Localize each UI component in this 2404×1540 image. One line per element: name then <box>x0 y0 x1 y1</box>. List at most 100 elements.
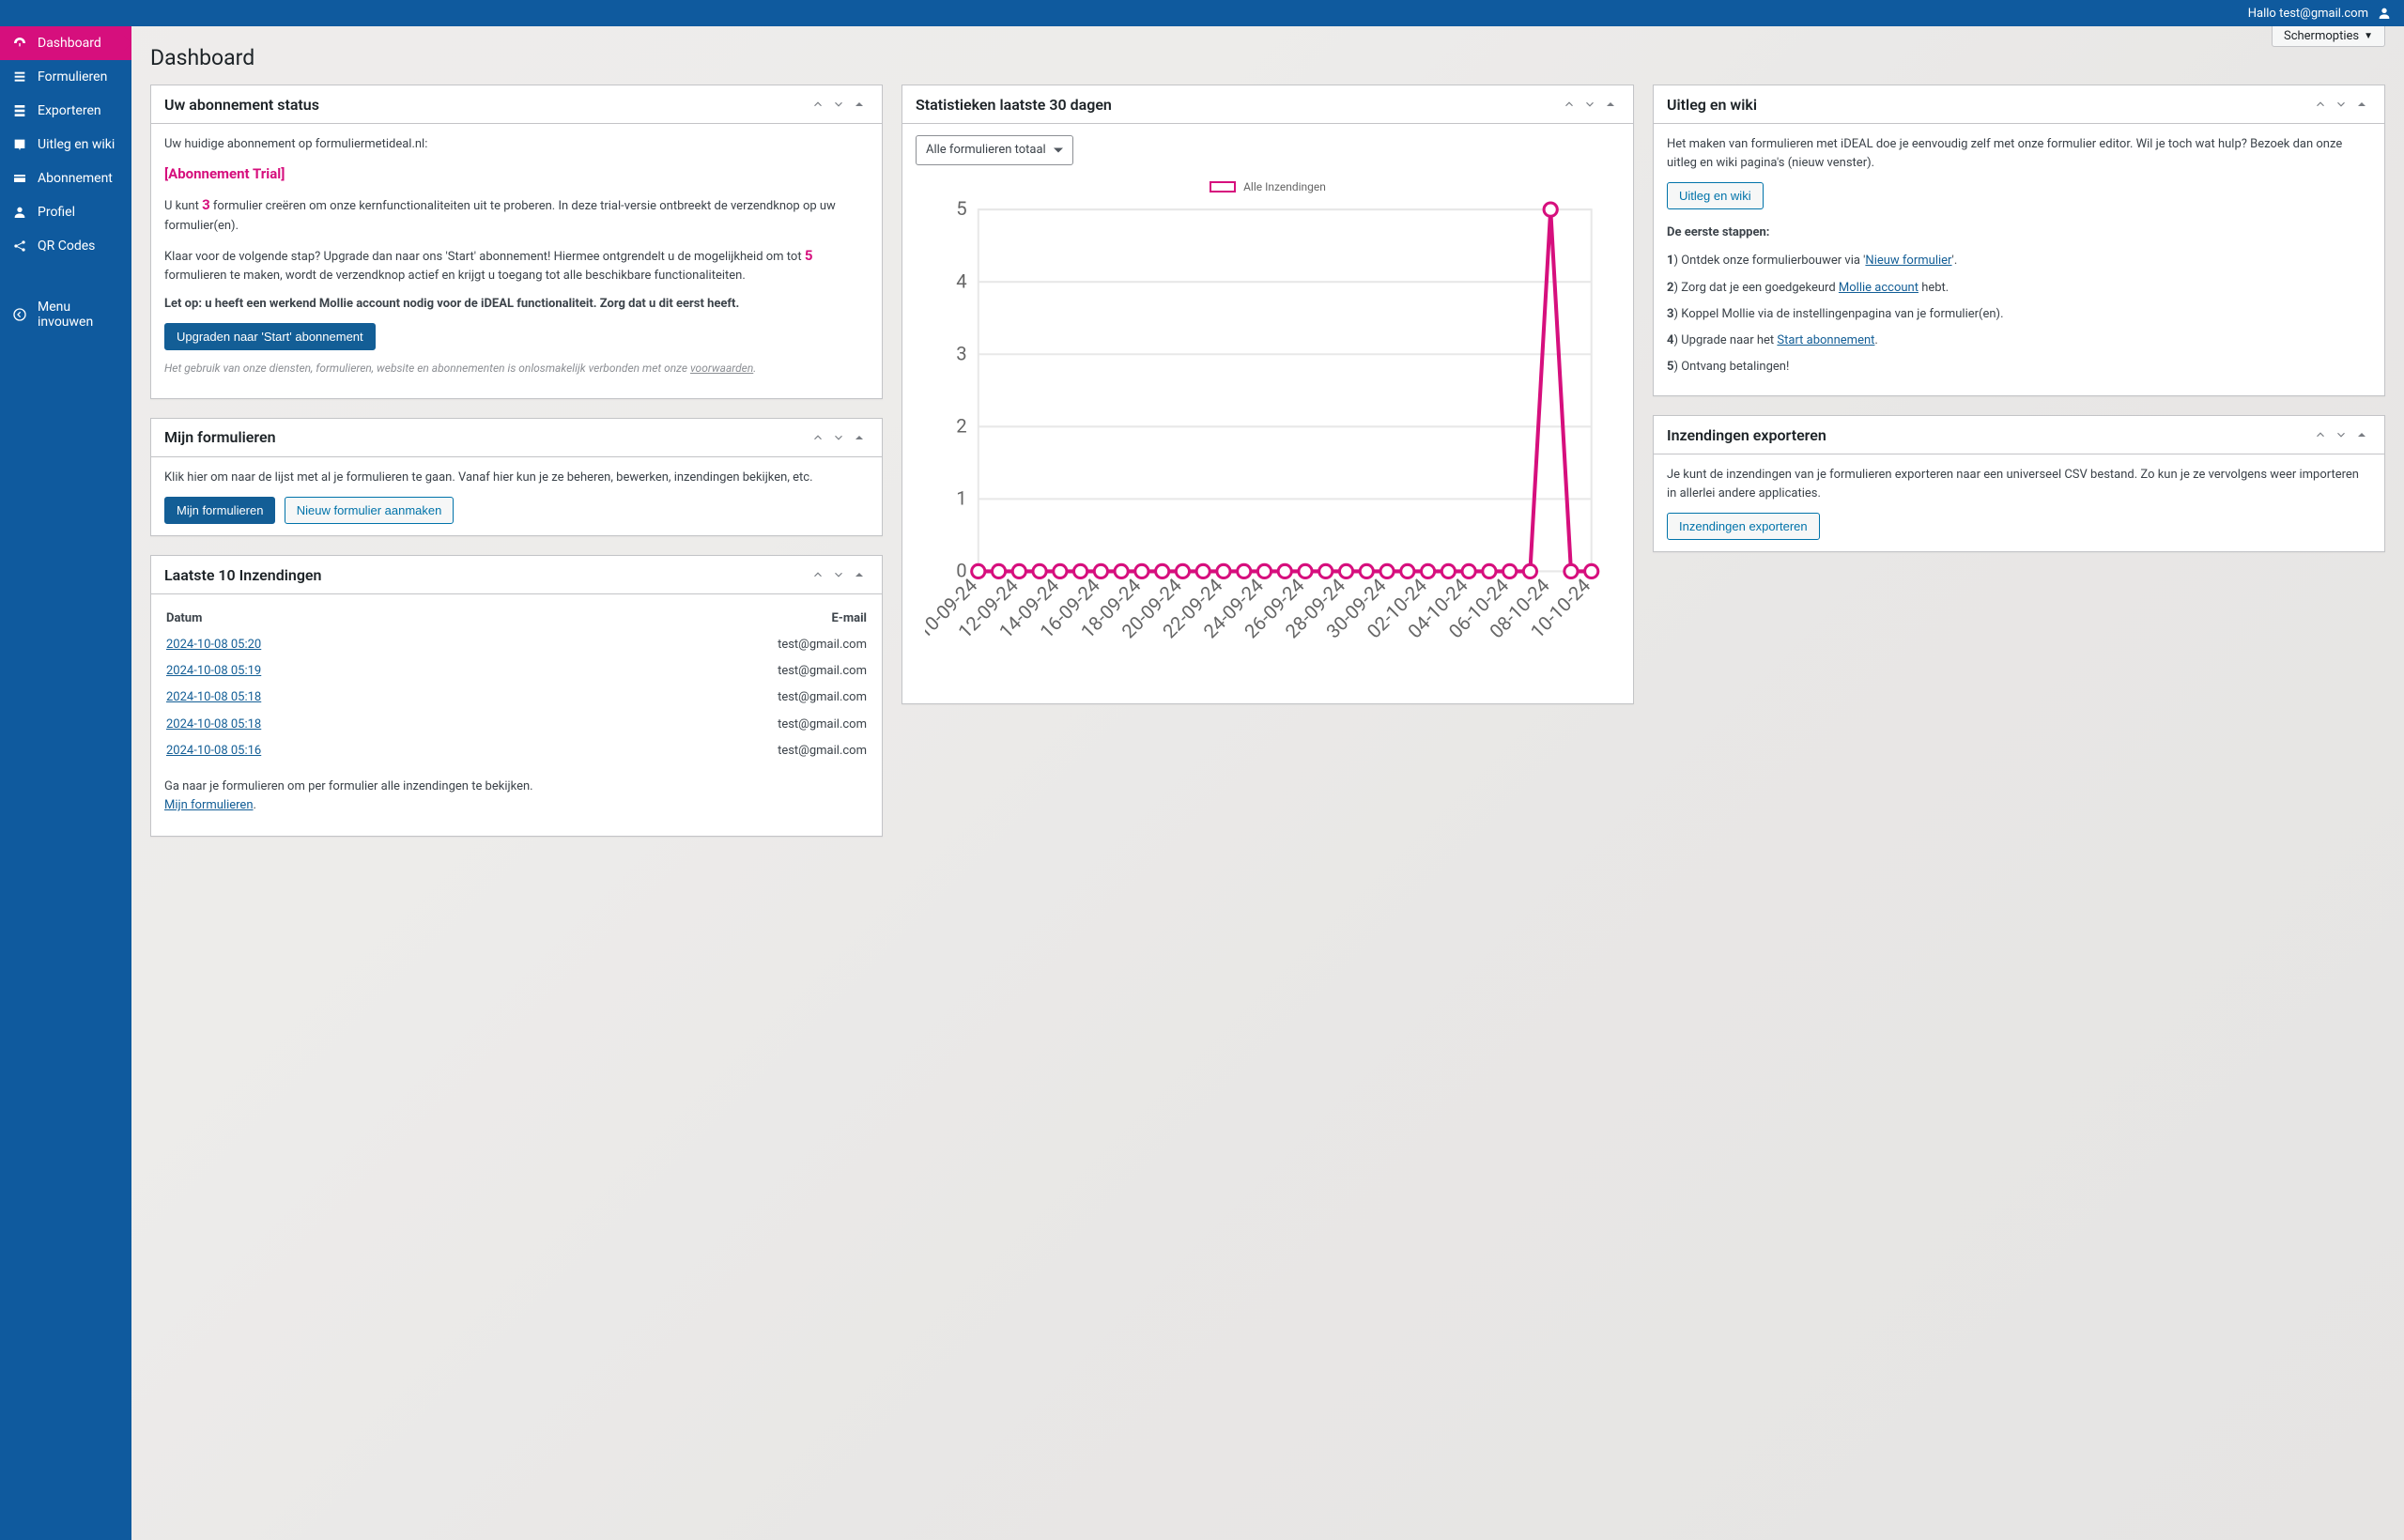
subscription-icon <box>11 170 28 187</box>
myforms-button[interactable]: Mijn formulieren <box>164 497 275 524</box>
widget-controls <box>809 565 869 584</box>
legend-label: Alle Inzendingen <box>1243 178 1326 196</box>
subscription-plan: [Abonnement Trial] <box>164 163 869 185</box>
widget-subscription: Uw abonnement status Uw huidige abonneme… <box>150 85 883 399</box>
dashboard-icon <box>11 35 28 52</box>
table-row: 2024-10-08 05:20 test@gmail.com <box>164 632 869 658</box>
sidebar-label: Abonnement <box>38 171 113 186</box>
widget-up-icon[interactable] <box>1560 95 1579 114</box>
screen-options-toggle[interactable]: Schermopties ▼ <box>2272 26 2385 47</box>
step-item: 1) Ontdek onze formulierbouwer via 'Nieu… <box>1667 252 2371 270</box>
export-button[interactable]: Inzendingen exporteren <box>1667 513 1820 540</box>
col-date: Datum <box>164 606 528 632</box>
step-item: 4) Upgrade naar het Start abonnement. <box>1667 331 2371 350</box>
page-title: Dashboard <box>150 45 2385 70</box>
step-link[interactable]: Nieuw formulier <box>1865 254 1951 268</box>
sidebar-item-qr[interactable]: QR Codes <box>0 229 131 263</box>
submission-date-link[interactable]: 2024-10-08 05:18 <box>166 690 261 704</box>
export-icon <box>11 102 28 119</box>
step-item: 3) Koppel Mollie via de instellingenpagi… <box>1667 305 2371 324</box>
widget-collapse-icon[interactable] <box>850 428 869 447</box>
legend-swatch <box>1210 181 1236 192</box>
step-link[interactable]: Start abonnement <box>1777 333 1874 347</box>
widget-wiki: Uitleg en wiki Het maken van formulieren… <box>1653 85 2385 396</box>
widget-down-icon[interactable] <box>829 428 848 447</box>
submissions-footer: Ga naar je formulieren om per formulier … <box>164 778 869 815</box>
widget-controls <box>1560 95 1620 114</box>
myforms-link[interactable]: Mijn formulieren <box>164 798 254 812</box>
submission-date-link[interactable]: 2024-10-08 05:18 <box>166 717 261 732</box>
steps-title: De eerste stappen: <box>1667 223 2371 242</box>
submission-date-link[interactable]: 2024-10-08 05:20 <box>166 638 261 652</box>
subscription-intro: Uw huidige abonnement op formuliermetide… <box>164 135 869 154</box>
widget-collapse-icon[interactable] <box>1601 95 1620 114</box>
widget-collapse-icon[interactable] <box>2352 425 2371 444</box>
submissions-table: Datum E-mail 2024-10-08 05:20test@gmail.… <box>164 606 869 764</box>
widget-title: Inzendingen exporteren <box>1667 426 1826 444</box>
widget-title: Mijn formulieren <box>164 428 276 446</box>
sidebar-collapse-label: Menu invouwen <box>38 300 120 330</box>
widget-controls <box>2311 95 2371 114</box>
stats-filter-select[interactable]: Alle formulieren totaal <box>916 135 1073 165</box>
sidebar-item-subscription[interactable]: Abonnement <box>0 162 131 195</box>
widget-down-icon[interactable] <box>1580 95 1599 114</box>
widget-down-icon[interactable] <box>829 565 848 584</box>
svg-text:3: 3 <box>956 342 966 364</box>
chevron-down-icon: ▼ <box>2364 31 2373 41</box>
svg-text:2: 2 <box>956 414 966 437</box>
widget-up-icon[interactable] <box>809 428 827 447</box>
sidebar-item-export[interactable]: Exporteren <box>0 94 131 128</box>
sidebar-label: Formulieren <box>38 69 107 85</box>
stats-chart: 01234510-09-2412-09-2414-09-2416-09-2418… <box>925 200 1610 676</box>
user-avatar-icon[interactable] <box>2376 5 2393 22</box>
submission-email: test@gmail.com <box>528 632 869 658</box>
sidebar-item-forms[interactable]: Formulieren <box>0 60 131 94</box>
profile-icon <box>11 204 28 221</box>
submission-email: test@gmail.com <box>528 685 869 711</box>
submission-date-link[interactable]: 2024-10-08 05:16 <box>166 744 261 758</box>
submission-email: test@gmail.com <box>528 712 869 738</box>
table-row: 2024-10-08 05:18 test@gmail.com <box>164 712 869 738</box>
step-link[interactable]: Mollie account <box>1839 281 1919 295</box>
widget-down-icon[interactable] <box>2332 95 2350 114</box>
step-item: 5) Ontvang betalingen! <box>1667 358 2371 377</box>
widget-down-icon[interactable] <box>829 95 848 114</box>
widget-myforms: Mijn formulieren Klik hier om naar de li… <box>150 418 883 536</box>
share-icon <box>11 238 28 254</box>
widget-title: Statistieken laatste 30 dagen <box>916 96 1112 114</box>
upgrade-button[interactable]: Upgraden naar 'Start' abonnement <box>164 323 376 350</box>
newform-button[interactable]: Nieuw formulier aanmaken <box>285 497 455 524</box>
topbar: Hallo test@gmail.com <box>0 0 2404 26</box>
subscription-trial-text: U kunt 3 formulier creëren om onze kernf… <box>164 194 869 235</box>
terms-link[interactable]: voorwaarden <box>690 362 753 375</box>
subscription-footnote: Het gebruik van onze diensten, formulier… <box>164 360 869 377</box>
submission-date-link[interactable]: 2024-10-08 05:19 <box>166 664 261 678</box>
widget-down-icon[interactable] <box>2332 425 2350 444</box>
widget-collapse-icon[interactable] <box>850 95 869 114</box>
sidebar-label: QR Codes <box>38 239 95 254</box>
forms-icon <box>11 69 28 85</box>
widget-controls <box>2311 425 2371 444</box>
sidebar-item-profile[interactable]: Profiel <box>0 195 131 229</box>
widget-submissions: Laatste 10 Inzendingen Datum <box>150 555 883 837</box>
collapse-icon <box>11 306 28 323</box>
sidebar-label: Uitleg en wiki <box>38 137 115 152</box>
subscription-upgrade-text: Klaar voor de volgende stap? Upgrade dan… <box>164 245 869 285</box>
main-content: Schermopties ▼ Dashboard Uw abonnement s… <box>131 26 2404 1540</box>
sidebar-item-dashboard[interactable]: Dashboard <box>0 26 131 60</box>
widget-up-icon[interactable] <box>2311 425 2330 444</box>
widget-up-icon[interactable] <box>2311 95 2330 114</box>
widget-collapse-icon[interactable] <box>850 565 869 584</box>
sidebar-collapse[interactable]: Menu invouwen <box>0 291 131 338</box>
sidebar-item-wiki[interactable]: Uitleg en wiki <box>0 128 131 162</box>
widget-up-icon[interactable] <box>809 565 827 584</box>
wiki-intro: Het maken van formulieren met iDEAL doe … <box>1667 135 2371 173</box>
widget-collapse-icon[interactable] <box>2352 95 2371 114</box>
export-text: Je kunt de inzendingen van je formuliere… <box>1667 466 2371 503</box>
widget-export: Inzendingen exporteren Je kunt de inzend… <box>1653 415 2385 552</box>
chart-legend: Alle Inzendingen <box>925 178 1610 196</box>
subscription-note: Let op: u heeft een werkend Mollie accou… <box>164 295 869 314</box>
widget-up-icon[interactable] <box>809 95 827 114</box>
wiki-button[interactable]: Uitleg en wiki <box>1667 182 1764 209</box>
filter-value: Alle formulieren totaal <box>926 141 1046 160</box>
